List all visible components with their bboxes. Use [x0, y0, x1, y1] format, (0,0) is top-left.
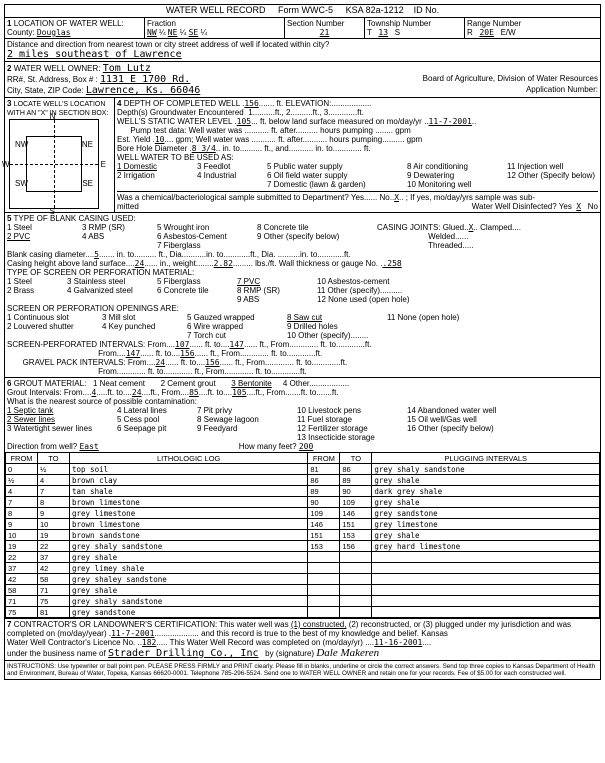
section-1: 1 LOCATION OF WATER WELL: County: Dougla… — [5, 17, 600, 38]
table-row: 4258grey shaley sandstone — [6, 574, 600, 585]
section-5: 5 TYPE OF BLANK CASING USED: 1 Steel2 PV… — [5, 212, 600, 377]
table-row: 1019brown sandstone151153grey shale — [6, 530, 600, 541]
table-row: 47tan shale8990dark grey shale — [6, 486, 600, 497]
section-box-diagram: N S W E NW NE SW SE — [9, 119, 99, 209]
table-row: 1922grey shaly sandstone153156grey hard … — [6, 541, 600, 552]
table-row: 7175grey shaly sandstone — [6, 596, 600, 607]
table-row: 7581grey sandstone — [6, 607, 600, 618]
table-row: 3742grey limey shale — [6, 563, 600, 574]
table-row: 78brown limestone90109grey shale — [6, 497, 600, 508]
table-row: 0½top soil8186grey shaly sandstone — [6, 464, 600, 475]
table-row: 910brown limestone146151grey limestone — [6, 519, 600, 530]
section-6: 6 GROUT MATERIAL: 1 Neat cement 2 Cement… — [5, 377, 600, 452]
instructions: INSTRUCTIONS: Use typewriter or ball poi… — [5, 660, 600, 679]
lithologic-log-table: FROM TO LITHOLOGIC LOG FROM TO PLUGGING … — [5, 452, 600, 618]
section-2: 2 WATER WELL OWNER: Tom Lutz RR#, St. Ad… — [5, 61, 600, 97]
section-7: 7 CONTRACTOR'S OR LANDOWNER'S CERTIFICAT… — [5, 618, 600, 660]
form-header: WATER WELL RECORD Form WWC-5 KSA 82a-121… — [5, 5, 600, 15]
signature: Dale Makeren — [316, 647, 379, 659]
table-row: ½4brown clay8689grey shale — [6, 475, 600, 486]
table-row: 5871grey shale — [6, 585, 600, 596]
section-3-4: 3 LOCATE WELL'S LOCATION WITH AN "X" IN … — [5, 97, 600, 212]
table-row: 2237grey shale — [6, 552, 600, 563]
table-row: 89grey limestone109146grey sandstone — [6, 508, 600, 519]
